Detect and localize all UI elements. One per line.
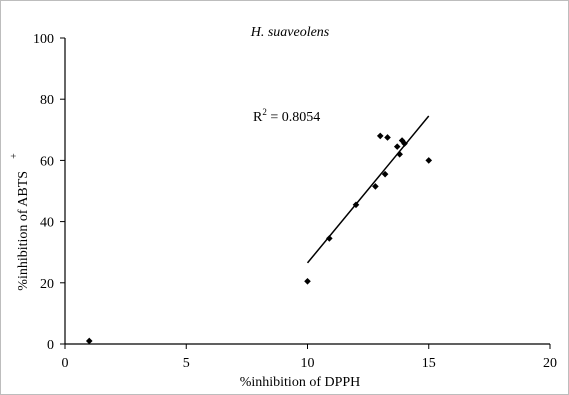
y-axis-title-text: %inhibition of ABTS (16, 171, 31, 291)
data-point (304, 277, 311, 285)
y-axis-title-superscript: + (9, 153, 20, 159)
y-ticks: 0 20 40 60 80 100 (33, 32, 65, 353)
data-point (352, 201, 360, 209)
data-point (376, 132, 384, 140)
x-tick-label: 20 (543, 356, 557, 371)
y-tick-label: 100 (33, 32, 54, 47)
x-ticks: 0 5 10 15 20 (62, 344, 557, 371)
y-tick-label: 40 (40, 216, 54, 231)
x-tick-label: 15 (422, 356, 436, 371)
y-tick-label: 20 (40, 277, 54, 292)
data-point (85, 337, 93, 345)
x-tick-label: 10 (301, 356, 315, 371)
x-tick-label: 5 (183, 356, 190, 371)
r-squared-superscript: 2 (262, 107, 267, 117)
r-squared-value: = 0.8054 (267, 110, 320, 125)
data-point (326, 235, 333, 242)
data-point (381, 170, 389, 178)
x-tick-label: 0 (62, 356, 69, 371)
x-axis-title: %inhibition of DPPH (240, 375, 361, 390)
data-point (425, 157, 433, 164)
r-squared-annotation: R2 = 0.8054 (253, 107, 320, 125)
chart-title: H. suaveolens (250, 25, 330, 40)
data-point (384, 134, 391, 141)
data-point (396, 150, 403, 158)
data-points (85, 132, 433, 345)
data-point (401, 140, 408, 147)
y-tick-label: 80 (40, 93, 54, 108)
data-point (372, 183, 379, 190)
y-axis-title: %inhibition of ABTS + (9, 153, 31, 291)
y-tick-label: 0 (47, 338, 54, 353)
r-squared-prefix: R (253, 110, 263, 125)
data-point (398, 137, 406, 144)
data-point (393, 143, 401, 150)
y-tick-label: 60 (40, 154, 54, 169)
